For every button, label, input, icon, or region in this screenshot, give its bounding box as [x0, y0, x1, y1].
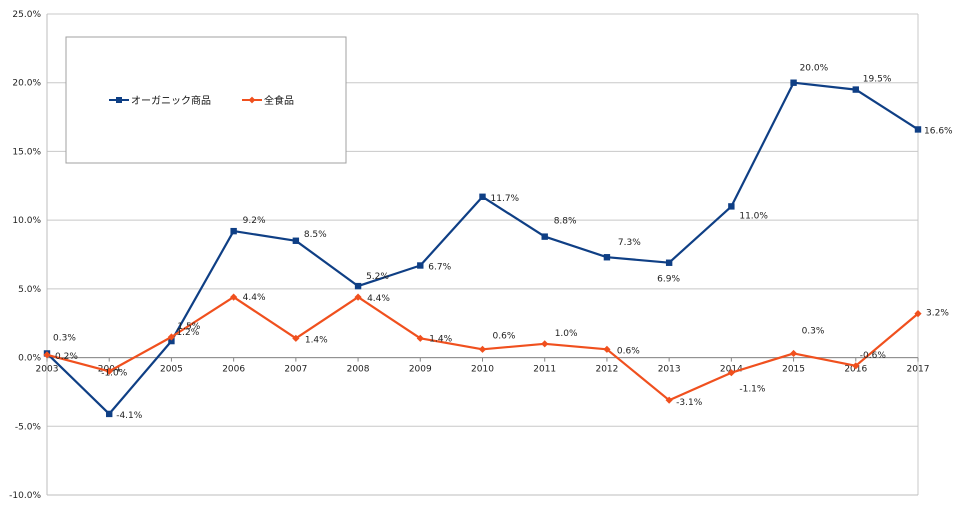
data-point-organic [914, 126, 922, 133]
data-point-all-food [603, 345, 611, 353]
x-tick-label: 2012 [595, 365, 618, 375]
data-label: 3.2% [926, 309, 949, 319]
data-label: 1.5% [177, 322, 200, 332]
data-point-all-food [727, 369, 735, 377]
data-point-all-food [914, 309, 922, 318]
data-label: 0.2% [55, 352, 78, 362]
data-point-all-food [354, 293, 362, 301]
y-tick-label: 5.0% [18, 285, 41, 295]
data-point-organic [790, 79, 797, 86]
x-tick-label: 2015 [782, 365, 805, 375]
data-point-organic [479, 193, 486, 200]
x-tick-label: 2006 [222, 365, 245, 375]
legend-label: 全食品 [264, 94, 294, 107]
data-point-all-food [416, 334, 424, 342]
series-layer [43, 79, 922, 418]
y-tick-label: 15.0% [12, 147, 41, 157]
data-label: 8.8% [554, 217, 577, 227]
data-point-organic [728, 203, 735, 210]
data-label: 6.7% [428, 262, 451, 272]
data-label: 1.4% [429, 334, 452, 344]
data-point-all-food [852, 362, 860, 370]
x-tick-label: 2003 [36, 365, 59, 375]
data-label: 9.2% [243, 216, 266, 226]
data-label: 19.5% [863, 75, 892, 85]
legend-marker-square [116, 97, 122, 103]
y-tick-label: -10.0% [9, 491, 41, 501]
data-point-all-food [167, 333, 176, 341]
x-tick-label: 2017 [907, 365, 930, 375]
data-label: 1.4% [305, 335, 328, 345]
x-tick-label: 2009 [409, 365, 432, 375]
data-label: 0.3% [802, 326, 825, 336]
y-tick-label: -5.0% [15, 422, 42, 432]
y-tick-label: 25.0% [12, 10, 41, 20]
x-tick-label: 2007 [284, 365, 307, 375]
data-label: 0.3% [53, 333, 76, 343]
data-label: -3.1% [676, 398, 703, 408]
data-label: 0.6% [493, 331, 516, 341]
x-tick-label: 2010 [471, 365, 494, 375]
data-label: 11.7% [491, 194, 520, 204]
data-label: -0.6% [860, 351, 887, 361]
x-tick-label: 2005 [160, 365, 183, 375]
data-label: 1.2% [176, 328, 199, 338]
data-label: 1.0% [555, 329, 578, 339]
data-label: -1.1% [739, 385, 766, 395]
data-label: 16.6% [924, 126, 953, 136]
x-tick-label: 2013 [658, 365, 681, 375]
data-point-organic [603, 254, 611, 261]
data-point-organic [168, 337, 175, 345]
data-label: -4.1% [116, 411, 143, 421]
data-label: 4.4% [243, 293, 266, 303]
data-point-all-food [105, 367, 113, 375]
data-point-organic [230, 227, 237, 235]
data-point-all-food [665, 396, 673, 404]
data-label-layer: 0.3% -4.1% 1.2% 9.2% 8.5% 5.2% 6.7% 11.7% 8.8% 7.… [53, 64, 953, 421]
data-point-all-food [478, 345, 487, 353]
data-point-organic [354, 282, 362, 290]
y-tick-label: 20.0% [12, 79, 41, 89]
x-tick-label: 2008 [347, 365, 370, 375]
data-point-organic [106, 410, 113, 418]
data-label: 6.9% [657, 275, 680, 285]
data-point-all-food [292, 334, 300, 342]
y-tick-label: 0.0% [18, 354, 41, 364]
legend-marker-diamond [248, 96, 256, 104]
data-point-all-food [43, 351, 51, 359]
data-point-all-food [230, 293, 238, 301]
data-label: 8.5% [304, 230, 327, 240]
data-label: 20.0% [800, 64, 829, 74]
data-label: 5.2% [366, 272, 389, 282]
data-point-organic [292, 237, 300, 244]
data-point-organic [852, 86, 859, 93]
data-label: -1.0% [101, 368, 128, 378]
data-point-organic [665, 259, 673, 266]
y-tick-label: 10.0% [12, 216, 41, 226]
legend-label: オーガニック商品 [131, 94, 211, 107]
data-point-organic [417, 262, 424, 269]
data-label: 11.0% [739, 211, 768, 221]
data-label: 0.6% [617, 346, 640, 356]
x-tick-label: 2011 [533, 365, 556, 375]
data-point-all-food [541, 340, 549, 348]
x-tick-label: 2016 [844, 365, 867, 375]
data-label: 7.3% [618, 238, 641, 248]
data-point-organic [541, 233, 548, 240]
legend: オーガニック商品 全食品 [65, 36, 347, 164]
data-point-all-food [789, 349, 798, 358]
data-label: 4.4% [367, 294, 390, 304]
